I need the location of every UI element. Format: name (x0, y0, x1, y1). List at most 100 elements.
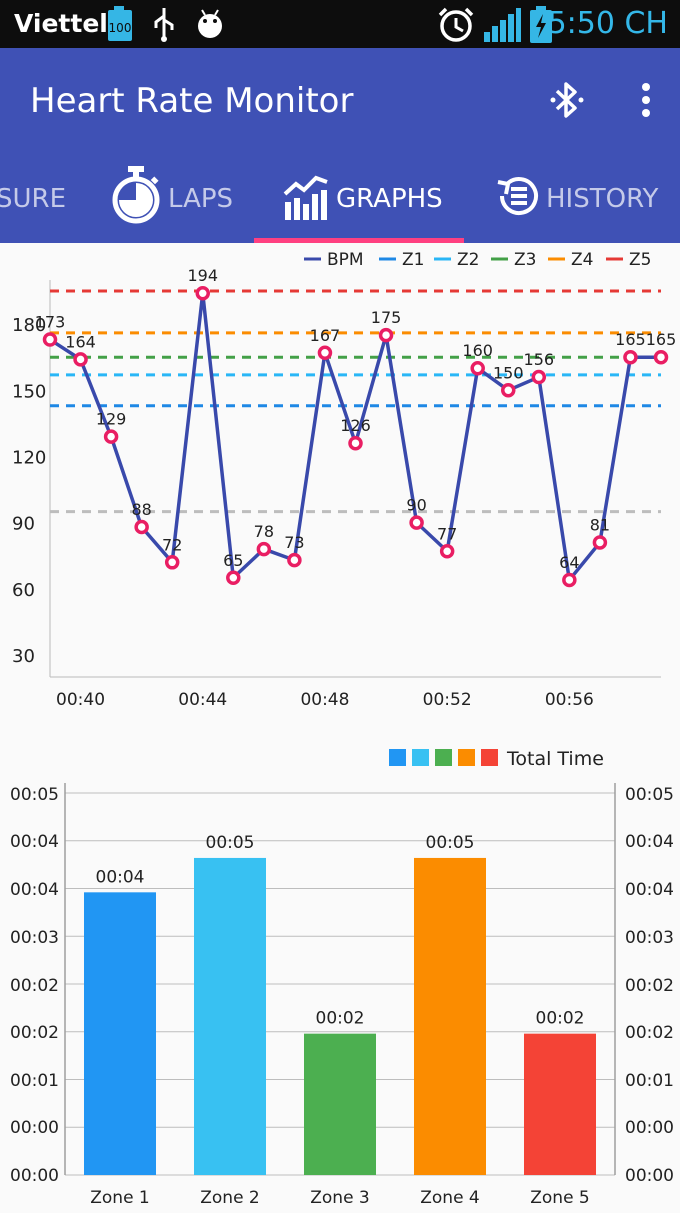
chart-icon (283, 175, 328, 220)
bpm-data-label: 167 (310, 326, 341, 345)
y-tick-label: 90 (12, 514, 35, 535)
bpm-data-label: 194 (187, 266, 218, 285)
zone-category-label: Zone 1 (90, 1188, 150, 1208)
bpm-point (409, 515, 424, 530)
zone-category-label: Zone 5 (530, 1188, 590, 1208)
bar-y-tick-left: 00:04 (10, 880, 59, 900)
bpm-data-label: 160 (462, 341, 493, 360)
bpm-data-label: 77 (437, 524, 457, 543)
bpm-data-label: 165 (646, 330, 677, 349)
bluetooth-button[interactable] (545, 78, 589, 122)
bar-y-tick-right: 00:02 (625, 976, 674, 996)
x-tick-label: 00:48 (300, 690, 349, 710)
bpm-point (226, 570, 241, 585)
charts-area: 30 60 90 120 150 180 00:40 00:44 00:48 00:52 00:56… (0, 243, 680, 1209)
zone-category-label: Zone 4 (420, 1188, 480, 1208)
legend-label-z2: Z2 (457, 250, 479, 270)
charging-battery-icon (528, 6, 554, 48)
legend-label-bpm: BPM (327, 250, 364, 270)
bpm-point (317, 345, 333, 361)
signal-icon (482, 6, 522, 48)
legend-color-swatch (458, 749, 475, 766)
bpm-point (501, 383, 516, 398)
zone-bar-value-label: 00:05 (206, 833, 255, 853)
tab-measure[interactable]: SURE (0, 168, 90, 240)
bluetooth-icon (550, 82, 584, 118)
tab-graphs[interactable]: GRAPHS (280, 168, 460, 240)
tab-laps[interactable]: LAPS (110, 166, 250, 240)
x-tick-label: 00:44 (178, 690, 227, 710)
bpm-data-label: 65 (223, 551, 243, 570)
bar-y-tick-right: 00:02 (625, 1023, 674, 1043)
bar-y-tick-right: 00:04 (625, 880, 674, 900)
legend-color-swatch (389, 749, 406, 766)
app-title: Heart Rate Monitor (30, 81, 354, 121)
bpm-point (256, 541, 272, 557)
carrier-name: Viettel (14, 9, 108, 38)
legend-label-z1: Z1 (402, 250, 424, 270)
bpm-data-label: 129 (96, 410, 127, 429)
zone-time-bar-chart: 00:00 00:00 00:01 00:02 00:02 00:03 00:04 00:04… (10, 748, 674, 1208)
bpm-data-label: 173 (35, 313, 66, 332)
legend-color-swatch (435, 749, 452, 766)
bar-y-tick-right: 00:05 (625, 785, 674, 805)
bar-y-tick-left: 00:04 (10, 832, 59, 852)
bpm-point (195, 285, 210, 301)
legend-color-swatch (481, 749, 498, 766)
tab-graphs-label: GRAPHS (336, 184, 443, 214)
zone-category-label: Zone 3 (310, 1188, 370, 1208)
x-tick-label: 00:52 (423, 690, 472, 710)
bpm-point (42, 332, 58, 347)
overflow-menu-button[interactable] (632, 80, 660, 120)
active-tab-indicator (254, 238, 464, 243)
bar-y-tick-left: 00:05 (10, 785, 59, 805)
bpm-data-label: 90 (406, 496, 426, 515)
bpm-point (73, 352, 88, 367)
usb-icon (152, 6, 176, 46)
history-icon (497, 177, 538, 216)
zone-bar-2 (194, 857, 266, 1175)
bpm-data-label: 164 (65, 332, 96, 351)
battery-badge-text: 100 (109, 21, 132, 35)
bpm-line-chart: 30 60 90 120 150 180 00:40 00:44 00:48 00:52 00:56… (12, 250, 676, 710)
bpm-data-label: 88 (131, 500, 151, 519)
tab-history-label: HISTORY (546, 184, 659, 214)
bpm-point (592, 535, 608, 550)
bar-y-tick-left: 00:02 (10, 976, 59, 996)
tab-history[interactable]: HISTORY (494, 168, 680, 240)
status-bar: Viettel 100 (0, 0, 680, 48)
x-tick-label: 00:56 (545, 690, 594, 710)
zone-bar-3 (304, 1033, 376, 1175)
bpm-data-label: 126 (340, 416, 371, 435)
bpm-data-label: 150 (493, 363, 524, 382)
y-tick-label: 120 (12, 447, 46, 468)
bpm-data-label: 175 (371, 308, 402, 327)
bar-y-tick-left: 00:01 (10, 1071, 59, 1091)
bpm-point (164, 555, 180, 570)
battery-full-icon: 100 (106, 6, 134, 46)
zone-bar-value-label: 00:02 (536, 1009, 585, 1029)
bar-y-tick-right: 00:03 (625, 928, 674, 948)
zone-category-label: Zone 2 (200, 1188, 260, 1208)
stopwatch-icon (112, 166, 160, 224)
overflow-menu-icon (642, 83, 650, 117)
zone-bar-1 (84, 892, 156, 1175)
y-tick-label: 60 (12, 580, 35, 601)
y-tick-label: 30 (12, 646, 35, 667)
charts-svg: 30 60 90 120 150 180 00:40 00:44 00:48 00:52 00:56… (10, 250, 676, 1208)
bpm-data-label: 156 (524, 350, 555, 369)
bpm-point (348, 435, 363, 451)
bpm-point (623, 349, 638, 365)
bar-legend-label: Total Time (506, 748, 604, 770)
android-debug-icon (192, 6, 228, 46)
zone-bar-5 (524, 1033, 596, 1175)
bar-y-tick-right: 00:04 (625, 832, 674, 852)
tab-measure-label: SURE (0, 184, 67, 214)
zone-bar-value-label: 00:04 (96, 867, 145, 887)
bar-y-tick-left: 00:00 (10, 1166, 59, 1186)
bpm-data-label: 64 (559, 553, 579, 572)
y-tick-label: 150 (12, 381, 46, 402)
zone-bar-4 (414, 857, 486, 1175)
bpm-point (287, 552, 302, 568)
tab-laps-label: LAPS (168, 184, 234, 214)
